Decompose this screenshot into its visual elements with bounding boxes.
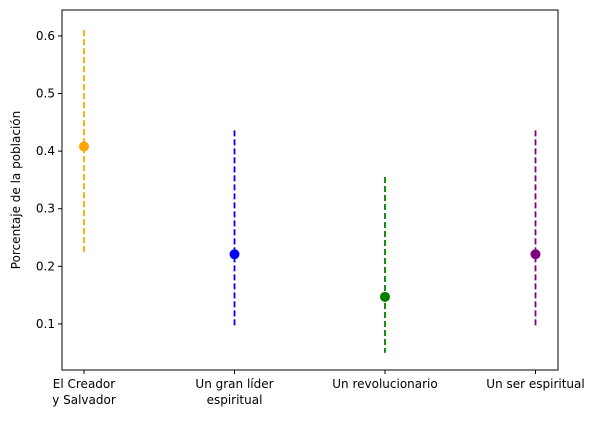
data-point [380,291,390,302]
x-axis: El Creador y Salvador Un gran líder espirit… [52,370,585,407]
y-tick-label: 0.2 [36,259,55,273]
data-points [79,141,541,302]
x-tick-label: Un revolucionario [332,377,437,391]
data-point [530,249,541,260]
plot-area [61,9,559,371]
y-tick-label: 0.6 [36,29,55,43]
data-point [79,141,89,152]
y-tick-label: 0.3 [36,202,55,216]
y-tick-label: 0.1 [36,317,55,331]
x-tick-label: El Creador [53,377,115,391]
y-tick-label: 0.4 [36,144,55,158]
data-point [229,249,240,260]
x-tick-label: Un gran líder [195,377,273,391]
error-bars [83,30,537,353]
x-tick-label: espiritual [207,393,263,407]
x-tick-label: y Salvador [52,393,116,407]
y-axis: 0.1 0.2 0.3 0.4 0.5 0.6 [36,29,62,331]
y-tick-label: 0.5 [36,87,55,101]
y-axis-label: Porcentaje de la población [9,111,23,269]
x-tick-label: Un ser espiritual [486,377,584,391]
